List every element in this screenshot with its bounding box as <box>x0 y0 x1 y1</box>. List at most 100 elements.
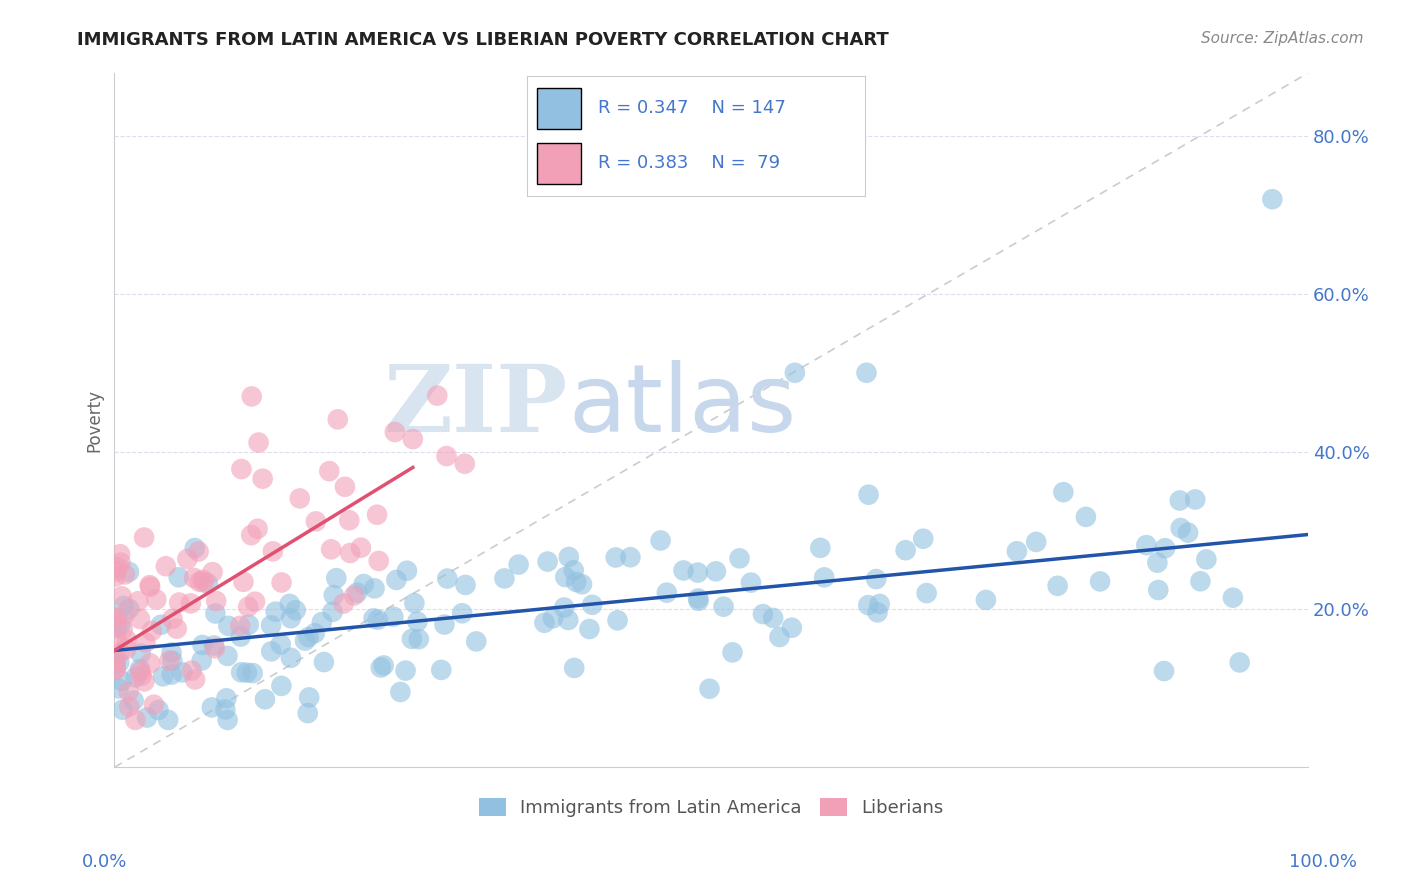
Point <box>858 598 880 612</box>
Point <box>433 617 456 632</box>
Point <box>385 573 408 587</box>
Point <box>104 663 127 677</box>
Point <box>367 613 389 627</box>
Text: ZIP: ZIP <box>384 361 568 451</box>
Point <box>157 713 180 727</box>
Point <box>363 582 385 596</box>
Point <box>111 623 134 637</box>
Point <box>231 462 253 476</box>
Point <box>183 571 205 585</box>
Point <box>243 595 266 609</box>
Point <box>389 685 412 699</box>
Point <box>124 670 146 684</box>
Point <box>105 620 128 634</box>
Point <box>402 432 425 446</box>
Point <box>430 663 453 677</box>
Point <box>236 665 259 680</box>
Point <box>134 635 156 649</box>
Point <box>494 571 516 585</box>
Point <box>333 480 356 494</box>
Point <box>581 598 603 612</box>
Point <box>242 666 264 681</box>
Point <box>167 595 190 609</box>
Point <box>974 593 997 607</box>
Point <box>104 656 127 670</box>
Point <box>912 532 935 546</box>
Point <box>107 681 129 696</box>
Point <box>436 449 458 463</box>
Point <box>304 626 326 640</box>
Text: IMMIGRANTS FROM LATIN AMERICA VS LIBERIAN POVERTY CORRELATION CHART: IMMIGRANTS FROM LATIN AMERICA VS LIBERIA… <box>77 31 889 49</box>
Point <box>869 597 891 611</box>
Point <box>105 614 128 628</box>
Point <box>1170 521 1192 535</box>
Point <box>155 559 177 574</box>
Point <box>118 699 141 714</box>
Point <box>148 703 170 717</box>
Point <box>232 574 254 589</box>
Point <box>238 617 260 632</box>
Point <box>288 491 311 506</box>
Point <box>1168 493 1191 508</box>
Point <box>655 585 678 599</box>
Point <box>728 551 751 566</box>
Point <box>855 366 877 380</box>
Point <box>554 570 576 584</box>
Point <box>578 622 600 636</box>
Point <box>312 655 335 669</box>
Point <box>382 609 405 624</box>
Point <box>783 366 806 380</box>
Point <box>605 550 627 565</box>
Point <box>384 425 406 439</box>
Point <box>408 632 430 647</box>
Point <box>112 607 135 622</box>
Point <box>465 634 488 648</box>
Point <box>740 575 762 590</box>
Point <box>1229 656 1251 670</box>
Legend: Immigrants from Latin America, Liberians: Immigrants from Latin America, Liberians <box>471 790 950 824</box>
Point <box>394 664 416 678</box>
Point <box>363 611 385 625</box>
Point <box>131 669 153 683</box>
Point <box>699 681 721 696</box>
Point <box>180 664 202 678</box>
Point <box>162 612 184 626</box>
Point <box>322 605 344 619</box>
Point <box>118 565 141 579</box>
Point <box>188 574 211 589</box>
Point <box>166 622 188 636</box>
Point <box>311 615 333 629</box>
Point <box>553 600 575 615</box>
Point <box>1025 535 1047 549</box>
Point <box>184 673 207 687</box>
Point <box>339 546 361 560</box>
Point <box>118 602 141 616</box>
Point <box>353 577 375 591</box>
Point <box>197 576 219 591</box>
Point <box>122 693 145 707</box>
Text: 100.0%: 100.0% <box>1289 853 1357 871</box>
Point <box>454 578 477 592</box>
Point <box>332 597 354 611</box>
Point <box>134 674 156 689</box>
Point <box>284 603 307 617</box>
Point <box>619 550 641 565</box>
Point <box>204 641 226 656</box>
Point <box>1074 509 1097 524</box>
Point <box>264 605 287 619</box>
Point <box>253 692 276 706</box>
Point <box>201 700 224 714</box>
Point <box>217 619 239 633</box>
Point <box>150 617 173 632</box>
Point <box>536 555 558 569</box>
Point <box>129 647 152 661</box>
Point <box>138 578 160 592</box>
Point <box>1046 579 1069 593</box>
Point <box>1005 544 1028 558</box>
Point <box>343 589 366 603</box>
Point <box>395 564 418 578</box>
Point <box>650 533 672 548</box>
Point <box>672 564 695 578</box>
Point <box>322 588 344 602</box>
Point <box>115 641 138 656</box>
